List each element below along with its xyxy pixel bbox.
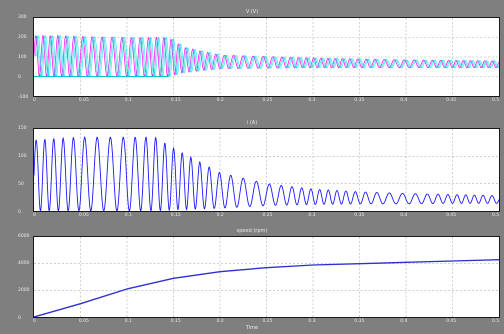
y-tick-label: 150: [18, 125, 27, 131]
x-tick-label: 0.15: [170, 98, 181, 103]
x-tick-label: 0.4: [400, 319, 408, 324]
y-tick-label: 200: [18, 34, 27, 40]
x-tick-label: 0.15: [170, 213, 181, 218]
x-tick-label: 0.05: [78, 98, 89, 103]
voltage-plot-title: V (V): [245, 9, 259, 15]
x-tick-label: 0.2: [216, 319, 224, 324]
x-tick-label: 0.2: [216, 98, 224, 103]
x-tick-label: 0.4: [400, 98, 408, 103]
x-tick-label: 0.1: [124, 319, 132, 324]
x-tick-label: 0.3: [308, 213, 316, 218]
x-tick-label: 0.25: [262, 98, 273, 103]
y-tick-label: 6000: [18, 233, 30, 239]
series-line: [34, 34, 499, 78]
x-tick-label: 0.3: [308, 319, 316, 324]
x-tick-label: 0.4: [400, 213, 408, 218]
speed-plot-svg: [34, 237, 499, 317]
x-tick-label: 0.2: [216, 213, 224, 218]
voltage-plot-svg: [34, 18, 499, 96]
x-tick-label: 0.5: [492, 98, 500, 103]
current-plot-title: i (A): [246, 120, 258, 126]
x-tick-label: 0.45: [446, 213, 457, 218]
y-tick-label: 100: [18, 54, 27, 60]
x-tick-label: 0: [33, 319, 36, 324]
x-tick-label: 0.5: [492, 213, 500, 218]
speed-plot-title: speed (rpm): [236, 228, 268, 234]
series-line: [34, 34, 499, 78]
x-tick-label: 0.45: [446, 319, 457, 324]
x-tick-label: 0.1: [124, 213, 132, 218]
y-tick-label: 0: [18, 315, 21, 321]
series-line: [36, 34, 499, 78]
y-tick-label: 2000: [18, 288, 30, 294]
y-tick-label: 100: [18, 153, 27, 159]
voltage-plot-axes[interactable]: [33, 17, 500, 97]
current-plot-axes[interactable]: [33, 128, 500, 212]
x-axis-label: Time: [245, 325, 259, 331]
x-tick-label: 0.05: [78, 319, 89, 324]
y-tick-label: 0: [18, 209, 21, 215]
x-tick-label: 0.35: [354, 98, 365, 103]
x-tick-label: 0.1: [124, 98, 132, 103]
x-tick-label: 0.45: [446, 98, 457, 103]
x-tick-label: 0.5: [492, 319, 500, 324]
y-tick-label: 4000: [18, 260, 30, 266]
y-tick-label: 300: [18, 14, 27, 20]
series-line: [34, 258, 499, 317]
y-tick-label: 0: [18, 74, 21, 80]
y-tick-label: 50: [18, 181, 24, 187]
x-tick-label: 0.3: [308, 98, 316, 103]
series-line: [34, 136, 499, 211]
x-tick-label: 0.05: [78, 213, 89, 218]
x-tick-label: 0.25: [262, 213, 273, 218]
x-tick-label: 0.35: [354, 213, 365, 218]
x-tick-label: 0: [33, 213, 36, 218]
y-tick-label: -100: [18, 94, 29, 100]
speed-plot-axes[interactable]: [33, 236, 500, 318]
x-tick-label: 0: [33, 98, 36, 103]
x-tick-label: 0.35: [354, 319, 365, 324]
x-tick-label: 0.25: [262, 319, 273, 324]
current-plot-svg: [34, 129, 499, 211]
x-tick-label: 0.15: [170, 319, 181, 324]
